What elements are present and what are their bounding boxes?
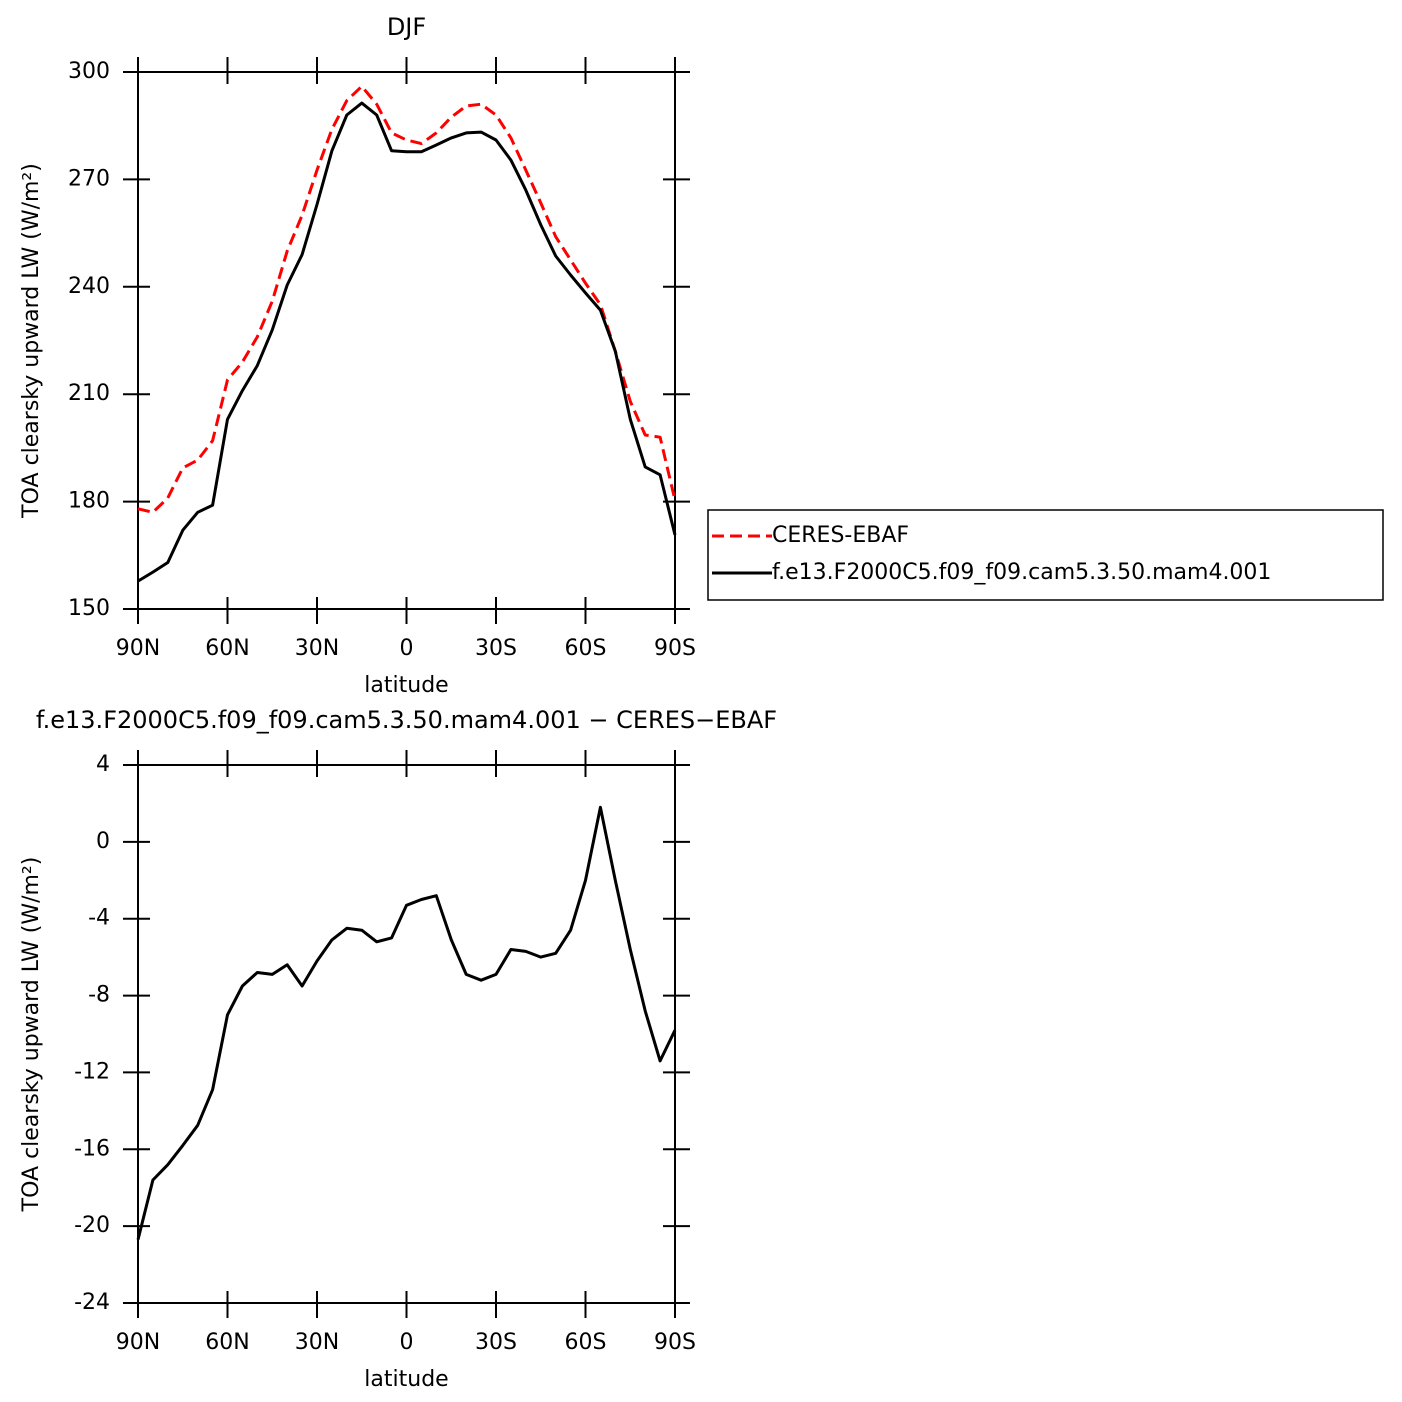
x-tick-label: 90N <box>116 1330 160 1355</box>
legend-box <box>707 509 1384 601</box>
x-tick-label: 30N <box>295 636 339 661</box>
y-tick-label: 180 <box>68 489 110 514</box>
x-tick-label: 30S <box>475 636 517 661</box>
x-axis-label: latitude <box>364 673 448 698</box>
y-tick-label: 150 <box>68 596 110 621</box>
y-axis-label: TOA clearsky upward LW (W/m²) <box>19 163 44 519</box>
chart-title: f.e13.F2000C5.f09_f09.cam5.3.50.mam4.001… <box>36 706 777 734</box>
y-tick-label: -20 <box>74 1213 110 1238</box>
x-tick-label: 60S <box>565 636 607 661</box>
y-axis-label: TOA clearsky upward LW (W/m²) <box>19 857 44 1213</box>
x-axis-label: latitude <box>364 1367 448 1392</box>
x-tick-label: 60N <box>205 636 249 661</box>
y-tick-label: -24 <box>74 1290 110 1315</box>
y-tick-label: -8 <box>88 983 110 1008</box>
plot-frame <box>137 764 676 1304</box>
y-tick-label: -4 <box>88 906 110 931</box>
data-line <box>136 805 677 1240</box>
legend-label: CERES-EBAF <box>772 523 909 548</box>
x-tick-label: 90S <box>654 1330 696 1355</box>
y-tick-label: 270 <box>68 166 110 191</box>
y-tick-label: -12 <box>74 1059 110 1084</box>
data-line <box>137 101 677 583</box>
legend-label: f.e13.F2000C5.f09_f09.cam5.3.50.mam4.001 <box>772 560 1271 585</box>
x-tick-label: 60S <box>565 1330 607 1355</box>
x-tick-label: 0 <box>400 1330 414 1355</box>
x-tick-label: 30N <box>295 1330 339 1355</box>
y-tick-label: 0 <box>96 829 110 854</box>
y-tick-label: 210 <box>68 381 110 406</box>
y-tick-label: 4 <box>96 752 110 777</box>
chart-title: DJF <box>387 13 426 41</box>
y-tick-label: 300 <box>68 59 110 84</box>
y-tick-label: 240 <box>68 274 110 299</box>
x-tick-label: 30S <box>475 1330 517 1355</box>
x-tick-label: 60N <box>205 1330 249 1355</box>
x-tick-label: 90N <box>116 636 160 661</box>
y-tick-label: -16 <box>74 1136 110 1161</box>
x-tick-label: 0 <box>400 636 414 661</box>
x-tick-label: 90S <box>654 636 696 661</box>
data-line <box>137 84 677 514</box>
